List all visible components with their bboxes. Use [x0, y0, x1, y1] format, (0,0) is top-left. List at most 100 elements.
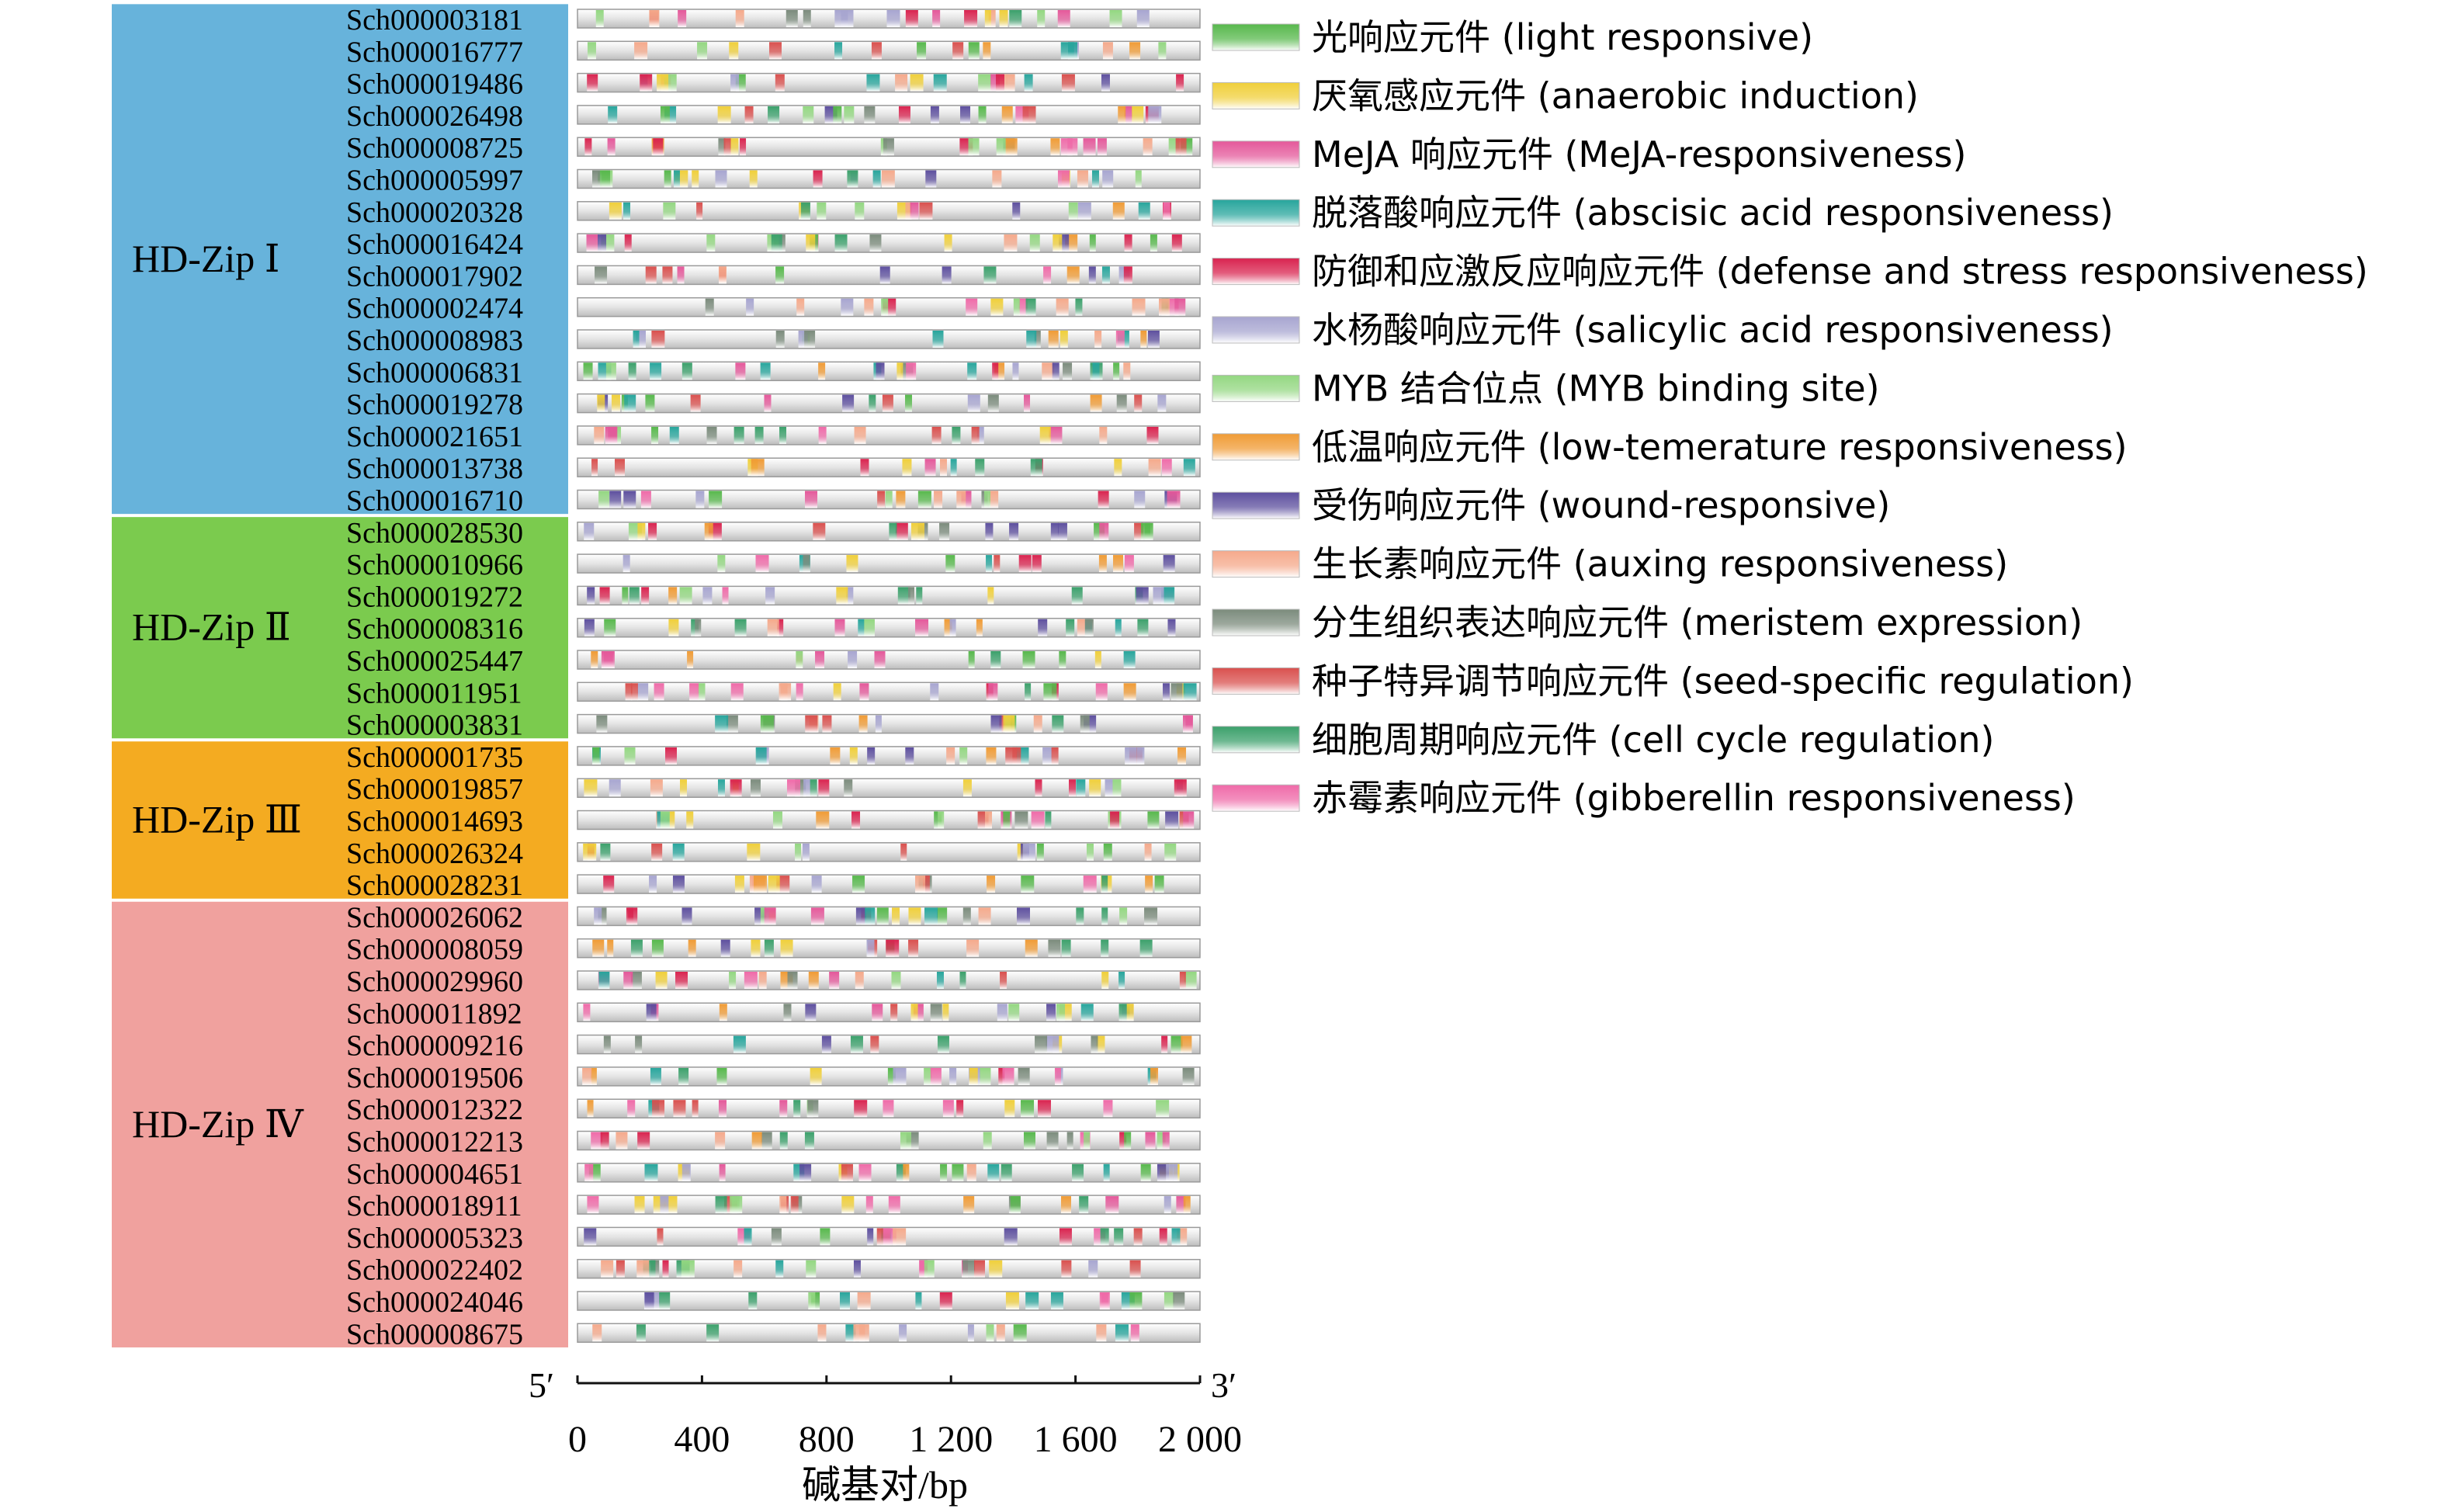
cis-element-mark: [805, 1004, 817, 1021]
cis-element-mark: [595, 10, 604, 27]
cis-element-mark: [695, 619, 702, 636]
cis-element-mark: [651, 843, 663, 861]
cis-element-mark: [706, 234, 716, 252]
cis-element-mark: [810, 907, 824, 925]
cis-element-mark: [582, 1067, 592, 1085]
promoter-track: [577, 746, 1201, 766]
cis-element-mark: [1134, 522, 1144, 540]
five-prime-label: 5′: [529, 1365, 554, 1405]
promoter-bar: [577, 1291, 1201, 1311]
cis-element-mark: [1059, 1228, 1072, 1246]
cis-element-mark: [1079, 1196, 1089, 1214]
cis-element-mark: [1014, 811, 1028, 829]
cis-element-mark: [864, 106, 876, 123]
cis-element-mark: [839, 1292, 850, 1309]
promoter-track: [577, 265, 1201, 286]
cis-element-mark: [1096, 1324, 1107, 1342]
cis-element-mark: [660, 106, 670, 123]
cis-element-mark: [1103, 1100, 1113, 1118]
cis-element-mark: [1057, 10, 1070, 27]
cis-element-mark: [834, 42, 843, 60]
cis-element-mark: [678, 10, 687, 27]
cis-element-mark: [1001, 1163, 1012, 1181]
cis-element-mark: [997, 1004, 1007, 1021]
cis-element-mark: [1161, 459, 1172, 477]
position-axis: 5′ 3′ 0 400 800 1 200 1 600 2 000 碱基对/bp: [529, 1365, 1242, 1507]
cis-element-mark: [807, 1100, 819, 1118]
promoter-track: [577, 1163, 1201, 1183]
cis-element-mark: [866, 74, 880, 92]
cis-element-mark: [1035, 1035, 1048, 1053]
cis-element-mark: [598, 907, 607, 925]
cis-element-mark: [931, 426, 942, 444]
cis-element-mark: [990, 715, 1002, 733]
cis-element-mark: [768, 876, 780, 893]
cis-element-mark: [975, 459, 985, 477]
cis-element-mark: [1043, 266, 1052, 284]
cis-element-mark: [1038, 619, 1048, 636]
cis-element-mark: [1101, 972, 1109, 989]
gene-label: Sch000028530: [346, 517, 523, 550]
cis-element-mark: [896, 362, 903, 380]
cis-element-mark: [881, 298, 889, 316]
promoter-track: [577, 713, 1201, 734]
cis-element-mark: [1006, 74, 1015, 92]
promoter-track: [577, 1130, 1201, 1151]
cis-element-mark: [1183, 811, 1195, 829]
cis-element-mark: [1056, 298, 1069, 316]
cis-element-mark: [1046, 1004, 1056, 1021]
group-label: HD-Zip Ⅰ: [132, 237, 280, 280]
cis-element-mark: [1124, 555, 1134, 573]
cis-element-mark: [962, 779, 972, 797]
cis-element-mark: [1024, 74, 1033, 92]
cis-element-mark: [672, 843, 685, 861]
cis-element-mark: [1039, 426, 1051, 444]
promoter-track: [577, 201, 1201, 221]
cis-element-mark: [883, 1100, 894, 1118]
cis-element-mark: [1005, 1292, 1019, 1309]
cis-element-mark: [755, 555, 769, 573]
cis-element-mark: [608, 106, 618, 123]
cis-element-mark: [848, 651, 858, 668]
cis-element-mark: [818, 779, 830, 797]
cis-element-mark: [659, 1292, 671, 1309]
gene-label: Sch000021651: [346, 421, 523, 453]
cis-element-mark: [637, 522, 646, 540]
cis-element-mark: [905, 202, 912, 220]
cis-element-mark: [967, 362, 977, 380]
cis-element-mark: [962, 907, 971, 925]
cis-element-mark: [808, 972, 819, 989]
cis-element-mark: [1003, 811, 1011, 829]
legend-swatch: [1212, 374, 1300, 402]
cis-element-mark: [906, 362, 917, 380]
cis-element-mark: [1091, 1035, 1098, 1053]
gene-label: Sch000020328: [346, 196, 523, 229]
cis-element-mark: [818, 426, 827, 444]
legend-label: MYB 结合位点 (MYB binding site): [1312, 367, 1880, 409]
cis-element-mark: [841, 298, 854, 316]
cis-element-mark: [910, 522, 924, 540]
gene-label: Sch000016424: [346, 228, 523, 261]
cis-element-mark: [932, 331, 944, 348]
promoter-track: [577, 9, 1201, 29]
cis-element-mark: [942, 266, 952, 284]
cis-element-mark: [630, 683, 638, 701]
cis-element-mark: [867, 747, 876, 765]
cis-element-mark: [939, 459, 947, 477]
cis-element-mark: [924, 459, 936, 477]
promoter-bar: [577, 233, 1201, 253]
cis-element-mark: [874, 651, 886, 668]
cis-element-mark: [1016, 907, 1030, 925]
legend-swatch: [1212, 550, 1300, 578]
cis-element-mark: [1164, 843, 1177, 861]
cis-element-mark: [730, 138, 739, 156]
legend-label: 分生组织表达响应元件 (meristem expression): [1312, 602, 2083, 643]
cis-element-mark: [601, 1260, 614, 1278]
cis-element-mark: [860, 459, 869, 477]
cis-element-mark: [844, 779, 853, 797]
gene-label: Sch000003831: [346, 709, 523, 742]
cis-element-mark: [604, 619, 616, 636]
cis-element-mark: [811, 876, 822, 893]
cis-element-mark: [879, 266, 890, 284]
cis-element-mark: [1095, 683, 1108, 701]
